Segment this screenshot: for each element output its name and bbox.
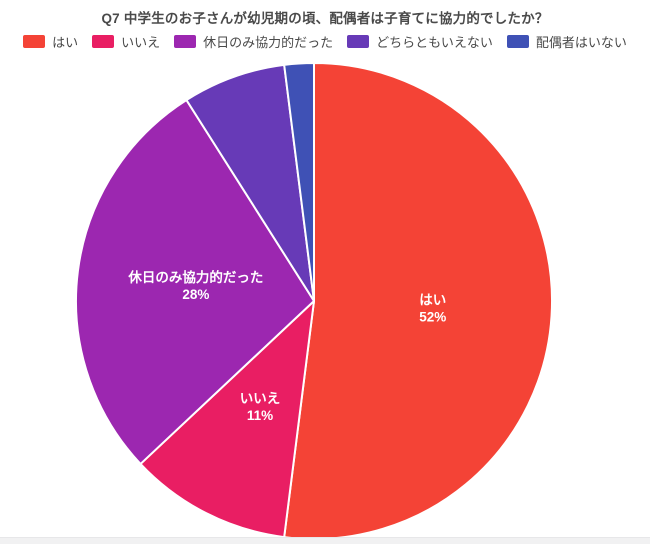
slice-label: はい 52%	[419, 293, 446, 325]
legend-item-4[interactable]: 配偶者はいない	[506, 32, 627, 51]
legend-item-label: はい	[52, 35, 79, 50]
legend-swatch-icon	[174, 35, 197, 48]
legend-item-label: 配偶者はいない	[535, 35, 627, 50]
pie-slice-3[interactable]	[185, 63, 315, 302]
pie-slice-4[interactable]	[283, 62, 315, 302]
bottom-divider	[0, 537, 650, 544]
slice-label: 休日のみ協力的だった 28%	[127, 269, 263, 302]
pie-slice-1[interactable]	[139, 300, 315, 539]
legend: はい いいえ 休日のみ協力的だった どちらともいえない 配偶者はいない	[0, 32, 650, 51]
legend-swatch-icon	[347, 35, 370, 48]
legend-item-label: 休日のみ協力的だった	[203, 35, 334, 50]
chart-title: Q7 中学生のお子さんが幼児期の頃、配偶者は子育てに協力的でしたか？	[101, 11, 549, 26]
slice-label: いいえ 11%	[240, 391, 281, 423]
pie-slice-0[interactable]	[283, 62, 553, 540]
legend-item-2[interactable]: 休日のみ協力的だった	[174, 32, 333, 51]
legend-swatch-icon	[506, 35, 529, 48]
legend-swatch-icon	[92, 35, 115, 48]
legend-item-0[interactable]: はい	[23, 32, 78, 51]
legend-item-1[interactable]: いいえ	[92, 32, 160, 51]
legend-swatch-icon	[23, 35, 46, 48]
legend-item-label: どちらともいえない	[376, 35, 493, 50]
legend-item-label: いいえ	[121, 35, 161, 50]
pie-slice-2[interactable]	[75, 99, 315, 465]
legend-item-3[interactable]: どちらともいえない	[347, 32, 493, 51]
